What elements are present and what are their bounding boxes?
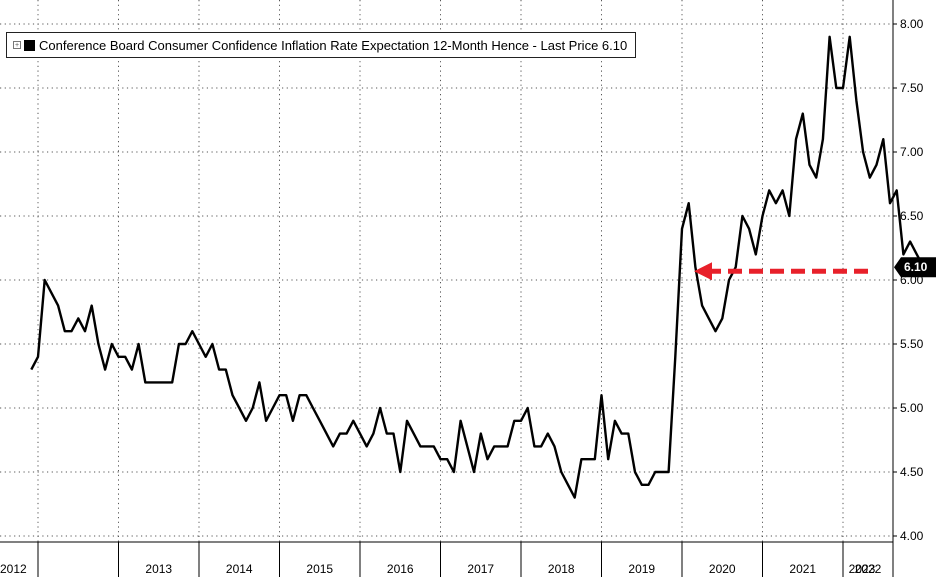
x-year-label: 2017 [467,562,494,576]
arrow-head [694,262,712,281]
red-dashed-arrow [694,262,868,281]
x-axis-year-labels: 2012 2013 2014 2015 2016 2017 2018 2019 2020 2021… [0,541,893,577]
horizontal-gridlines [0,23,893,537]
y-tick-label: 7.00 [900,145,924,159]
legend-swatch [24,39,35,51]
x-year-label: 2014 [226,562,253,576]
last-price-value: 6.10 [904,260,928,274]
x-year-label: 2019 [628,562,655,576]
y-tick-label: 4.50 [900,465,924,479]
x-year-label: 2018 [548,562,575,576]
y-axis-ticks: 4.004.505.005.506.006.507.007.508.00 [893,17,924,543]
series-line [30,35,925,499]
y-tick-label: 4.00 [900,529,924,543]
legend: + Conference Board Consumer Confidence I… [6,32,637,58]
vertical-gridlines [37,0,844,542]
x-year-label: 2016 [387,562,414,576]
legend-toggle-icon[interactable]: + [13,41,21,49]
last-price-tag-background [894,257,936,278]
y-tick-label: 8.00 [900,17,924,31]
legend-label: Conference Board Consumer Confidence Inf… [39,37,628,53]
x-year-label: 2022 [855,562,882,576]
y-tick-label: 6.50 [900,209,924,223]
x-year-label: 2012 [0,562,27,576]
x-year-label: 2023 [849,562,876,576]
x-year-label: 2015 [306,562,333,576]
y-tick-label: 7.50 [900,81,924,95]
x-year-label: 2020 [709,562,736,576]
y-tick-label: 5.00 [900,401,924,415]
x-year-label: 2013 [145,562,172,576]
y-tick-label: 5.50 [900,337,924,351]
x-year-label: 2021 [789,562,816,576]
last-price-tag: 6.10 [894,257,936,278]
